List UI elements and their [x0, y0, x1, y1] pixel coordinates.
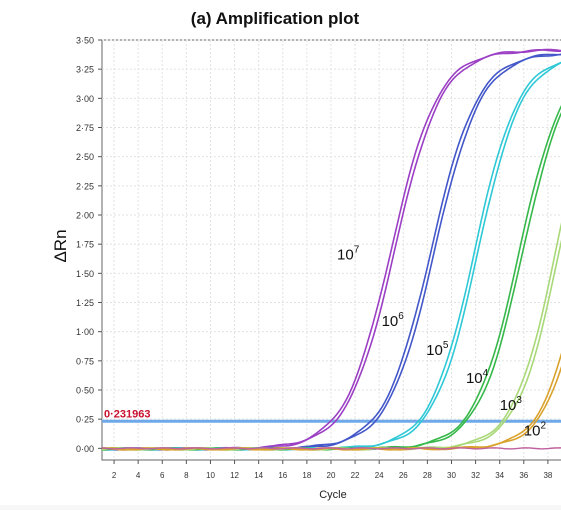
y-tick-label: 3·00	[76, 94, 94, 104]
y-tick-label: 2·75	[76, 123, 94, 133]
series-label: 102	[524, 421, 547, 440]
y-tick-label: 0·00	[76, 444, 94, 454]
series-label: 107	[337, 244, 360, 263]
threshold-group: 0·231963	[102, 408, 561, 423]
y-axis-label: ΔRn	[51, 229, 70, 262]
x-tick-label: 10	[206, 471, 215, 480]
x-tick-label: 20	[327, 471, 336, 480]
y-tick-label: 2·00	[76, 211, 94, 221]
y-tick-label: 3·25	[76, 65, 94, 75]
threshold-label: 0·231963	[104, 408, 151, 420]
x-tick-label: 18	[302, 471, 311, 480]
x-tick-label: 22	[351, 471, 360, 480]
ntc-curve	[102, 447, 561, 450]
series-label: 106	[382, 311, 405, 330]
x-tick-label: 32	[471, 471, 480, 480]
y-tick-label: 0·75	[76, 356, 94, 366]
x-tick-label: 12	[230, 471, 239, 480]
x-tick-label: 34	[495, 471, 504, 480]
y-tick-label: 0·50	[76, 386, 94, 396]
y-tick-label: 1·00	[76, 327, 94, 337]
x-tick-label: 14	[254, 471, 263, 480]
axis-ticks: 0·00 0·25 0·50 0·75 1·00 1·25 1·50 1·75 2·00 2·25…	[76, 36, 553, 481]
x-tick-label: 26	[399, 471, 408, 480]
amplification-curves	[102, 48, 561, 451]
y-tick-label: 2·50	[76, 152, 94, 162]
y-tick-label: 1·50	[76, 269, 94, 279]
series-label: 103	[500, 395, 523, 414]
y-tick-label: 1·25	[76, 298, 94, 308]
series-label: 105	[426, 340, 449, 359]
plot-area	[101, 39, 561, 461]
series-label: 104	[466, 368, 489, 387]
x-tick-label: 36	[519, 471, 528, 480]
x-tick-label: 2	[112, 471, 117, 480]
x-tick-label: 28	[423, 471, 432, 480]
x-tick-label: 6	[160, 471, 165, 480]
chart-title: (a) Amplification plot	[191, 9, 360, 28]
x-tick-label: 16	[278, 471, 287, 480]
y-tick-label: 2·25	[76, 181, 94, 191]
y-tick-label: 3·50	[76, 36, 94, 46]
x-tick-label: 38	[543, 471, 552, 480]
x-axis-label: Cycle	[319, 489, 347, 501]
y-tick-label: 1·75	[76, 240, 94, 250]
series-labels: 107106105104103102NTC	[337, 244, 547, 440]
x-tick-label: 24	[375, 471, 384, 480]
x-tick-label: 4	[136, 471, 141, 480]
x-tick-label: 30	[447, 471, 456, 480]
y-tick-label: 0·25	[76, 415, 94, 425]
x-tick-label: 8	[184, 471, 189, 480]
